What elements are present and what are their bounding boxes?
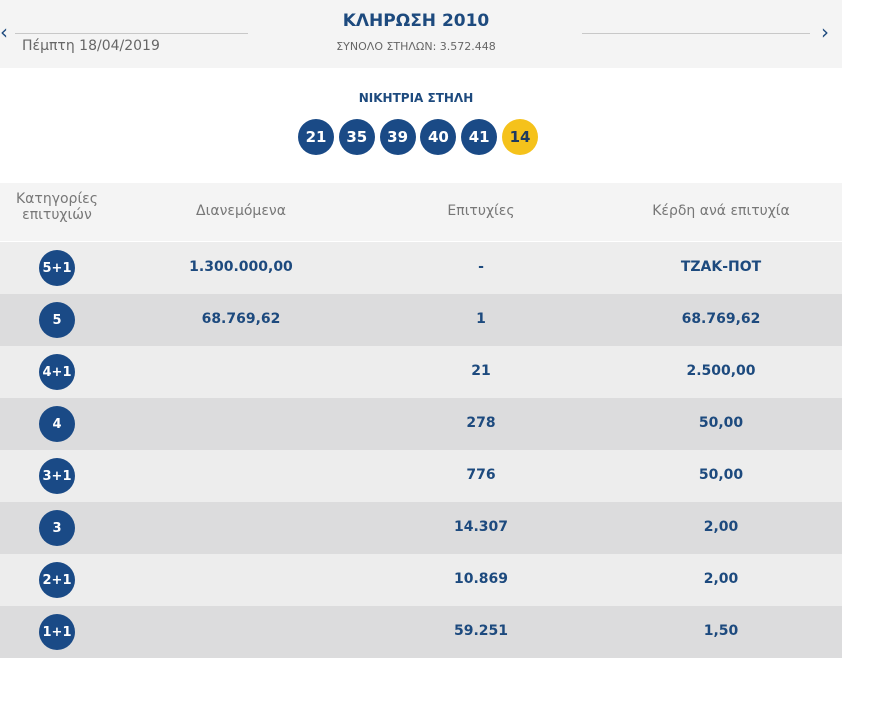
table-row: 1+1 59.251 1,50 <box>0 606 842 658</box>
prev-button[interactable]: ‹ <box>0 20 8 44</box>
prize-cell: 2,00 <box>703 571 739 587</box>
divider <box>15 33 248 34</box>
winners-cell: - <box>478 259 484 275</box>
prize-cell: 50,00 <box>698 467 744 483</box>
number-ball: 21 <box>298 119 334 155</box>
prize-cell: 68.769,62 <box>681 311 761 327</box>
winners-cell: 21 <box>471 363 491 379</box>
table-header: Κατηγορίες επιτυχιών Διανεμόμενα Επιτυχίες… <box>0 183 842 241</box>
winners-cell: 1 <box>476 311 486 327</box>
table-row: 4+1 21 2.500,00 <box>0 346 842 398</box>
category-badge: 4+1 <box>39 354 75 390</box>
winners-cell: 10.869 <box>453 571 509 587</box>
column-header: Διανεμόμενα <box>196 203 286 219</box>
column-header: Κέρδη ανά επιτυχία <box>652 203 790 219</box>
number-ball: 40 <box>420 119 457 155</box>
prize-cell: 2,00 <box>703 519 739 535</box>
category-badge: 2+1 <box>39 562 75 598</box>
table-row: 2+1 10.869 2,00 <box>0 554 842 606</box>
winners-cell: 278 <box>466 415 496 431</box>
table-row: 5+1 1.300.000,00 - ΤΖΑΚ-ΠΟΤ <box>0 242 842 294</box>
number-ball: 35 <box>338 119 375 155</box>
category-badge: 5+1 <box>39 250 75 286</box>
category-badge: 3+1 <box>39 458 75 494</box>
table-row: 3+1 776 50,00 <box>0 450 842 502</box>
number-ball: 41 <box>461 119 498 155</box>
pool-cell: 1.300.000,00 <box>189 259 293 275</box>
category-badge: 3 <box>39 510 75 546</box>
pool-cell: 68.769,62 <box>201 311 281 327</box>
winners-cell: 776 <box>466 467 496 483</box>
prize-cell: 50,00 <box>698 415 744 431</box>
category-badge: 1+1 <box>39 614 75 650</box>
draw-date: Πέμπτη 18/04/2019 <box>22 38 160 54</box>
table-row: 5 68.769,62 1 68.769,62 <box>0 294 842 346</box>
number-ball: 39 <box>379 119 416 155</box>
bonus-ball: 14 <box>502 119 538 155</box>
table-row: 4 278 50,00 <box>0 398 842 450</box>
prize-cell: ΤΖΑΚ-ΠΟΤ <box>680 259 762 275</box>
divider <box>582 33 810 34</box>
table-row: 3 14.307 2,00 <box>0 502 842 554</box>
column-header: Κατηγορίες επιτυχιών <box>16 191 98 223</box>
prize-cell: 2.500,00 <box>686 363 756 379</box>
column-header: Επιτυχίες <box>447 203 515 219</box>
next-button[interactable]: › <box>821 20 829 44</box>
winners-cell: 14.307 <box>453 519 509 535</box>
category-badge: 4 <box>39 406 75 442</box>
header-band <box>0 0 842 68</box>
category-badge: 5 <box>39 302 75 338</box>
draw-title: ΚΛΗΡΩΣΗ 2010 <box>342 11 490 31</box>
total-columns: ΣΥΝΟΛΟ ΣΤΗΛΩΝ: 3.572.448 <box>336 40 496 53</box>
prize-cell: 1,50 <box>703 623 739 639</box>
winning-label: ΝΙΚΗΤΡΙΑ ΣΤΗΛΗ <box>358 91 474 105</box>
winners-cell: 59.251 <box>453 623 509 639</box>
